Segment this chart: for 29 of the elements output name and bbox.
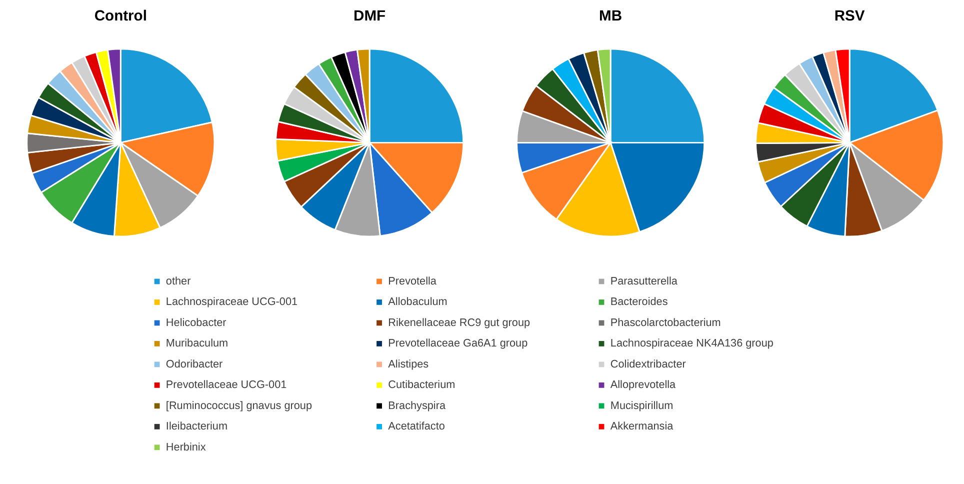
category-label: Ileibacterium: [166, 420, 228, 433]
chart-title: DMF: [354, 8, 386, 24]
category-label: other: [166, 275, 192, 288]
category-label: Lachnospiraceae NK4A136 group: [610, 338, 774, 350]
category-label: Prevotellaceae Ga6A1 group: [388, 338, 528, 350]
category-label: Helicobacter: [166, 316, 227, 329]
category-label: Herbinix: [166, 441, 206, 454]
category-label: Odoribacter: [166, 358, 224, 370]
category-label: Alloprevotella: [610, 379, 677, 392]
category-label: Phascolarctobacterium: [610, 316, 721, 329]
category-label: Prevotella: [388, 275, 438, 288]
category-label: Bacteroides: [610, 296, 668, 308]
chart-title: MB: [599, 8, 622, 24]
category-label: Prevotellaceae UCG-001: [166, 379, 287, 392]
category-label: Lachnospiraceae UCG-001: [166, 296, 298, 308]
category-label: Allobaculum: [388, 296, 448, 308]
category-label: Brachyspira: [388, 400, 446, 412]
category-label: Acetatifacto: [388, 420, 445, 433]
chart-title: RSV: [834, 8, 865, 25]
chart-title: Control: [94, 8, 147, 24]
category-label: Rikenellaceae RC9 gut group: [388, 316, 530, 329]
category-label: Mucispirillum: [610, 400, 674, 412]
category-label: Muribaculum: [166, 338, 228, 350]
category-label: [Ruminococcus] gnavus group: [166, 400, 312, 412]
category-label: Parasutterella: [610, 275, 678, 288]
category-label: Cutibacterium: [388, 379, 456, 392]
category-label: Akkermansia: [610, 420, 674, 433]
category-label: Alistipes: [388, 358, 430, 370]
category-label: Colidextribacter: [610, 358, 686, 370]
